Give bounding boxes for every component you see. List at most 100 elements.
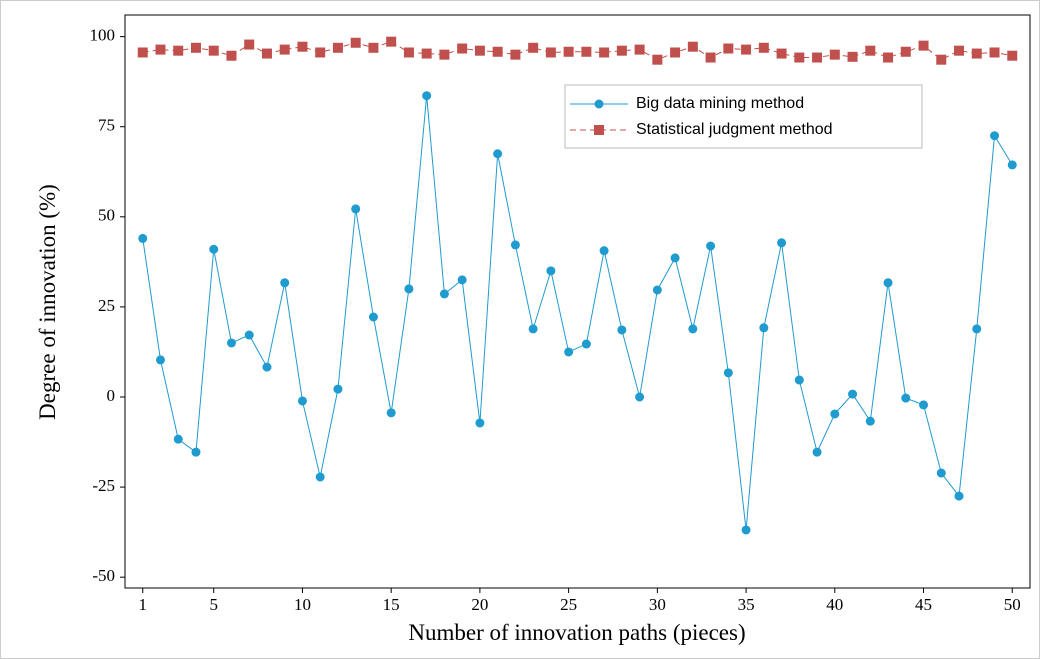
square-marker — [137, 47, 148, 58]
square-marker — [758, 42, 769, 53]
circle-marker — [812, 447, 822, 457]
circle-marker — [972, 324, 982, 334]
square-marker — [155, 44, 166, 55]
circle-marker — [528, 324, 538, 334]
x-tick-label: 35 — [738, 595, 755, 614]
x-tick-label: 10 — [294, 595, 311, 614]
plot-frame — [124, 14, 1031, 589]
circle-marker — [457, 275, 467, 285]
square-marker — [847, 51, 858, 62]
square-marker — [599, 47, 610, 58]
circle-marker — [493, 149, 503, 159]
square-marker — [812, 52, 823, 63]
square-marker — [403, 47, 414, 58]
x-axis-label: Number of innovation paths (pieces) — [408, 620, 745, 645]
legend-items: Big data mining method Statistical judgme… — [570, 95, 833, 138]
circle-marker — [594, 99, 604, 109]
square-marker — [971, 48, 982, 59]
square-marker — [705, 52, 716, 63]
square-marker — [954, 45, 965, 56]
square-marker — [386, 36, 397, 47]
y-axis-label: Degree of innovation (%) — [35, 184, 60, 420]
square-marker — [741, 44, 752, 55]
circle-marker — [723, 368, 733, 378]
square-marker — [794, 52, 805, 63]
square-marker — [581, 46, 592, 57]
circle-marker — [794, 375, 804, 385]
circle-marker — [138, 233, 148, 243]
circle-marker — [670, 253, 680, 263]
series-line — [142, 95, 1013, 531]
circle-marker — [546, 266, 556, 276]
circle-marker — [1007, 160, 1017, 170]
circle-marker — [777, 238, 787, 248]
square-marker — [918, 40, 929, 51]
square-marker — [723, 43, 734, 54]
circle-marker — [333, 384, 343, 394]
square-marker — [687, 41, 698, 52]
circle-marker — [741, 525, 751, 535]
circle-marker — [368, 312, 378, 322]
legend-label: Statistical judgment method — [636, 121, 833, 138]
circle-marker — [830, 409, 840, 419]
square-marker — [936, 54, 947, 65]
y-tick-label: 75 — [98, 116, 115, 135]
square-marker — [545, 47, 556, 58]
square-marker — [474, 45, 485, 56]
y-tick-label: -25 — [92, 476, 115, 495]
circle-marker — [386, 408, 396, 418]
circle-marker — [848, 389, 858, 399]
circle-marker — [262, 362, 272, 372]
x-tick-label: 15 — [383, 595, 400, 614]
x-tick-label: 5 — [209, 595, 218, 614]
circle-marker — [865, 416, 875, 426]
circle-marker — [581, 339, 591, 349]
circle-marker — [191, 447, 201, 457]
x-tick-label: 1 — [138, 595, 147, 614]
square-marker — [173, 45, 184, 56]
circle-marker — [564, 347, 574, 357]
circle-marker — [652, 285, 662, 295]
y-tick-label: 25 — [98, 296, 115, 315]
square-marker — [244, 39, 255, 50]
square-marker — [989, 47, 1000, 58]
square-marker — [634, 44, 645, 55]
square-marker — [528, 42, 539, 53]
square-marker — [190, 42, 201, 53]
square-marker — [1007, 50, 1018, 61]
x-tick-label: 30 — [649, 595, 666, 614]
square-marker — [261, 48, 272, 59]
circle-marker — [244, 330, 254, 340]
circle-marker — [617, 325, 627, 335]
circle-marker — [351, 204, 361, 214]
square-marker — [594, 125, 604, 135]
y-tick-label: 0 — [107, 386, 116, 405]
circle-marker — [475, 418, 485, 428]
marks — [137, 36, 1018, 535]
square-marker — [563, 46, 574, 57]
legend-label: Big data mining method — [636, 95, 804, 112]
y-tick-label: 100 — [90, 26, 116, 45]
square-marker — [350, 37, 361, 48]
circle-marker — [297, 396, 307, 406]
circle-marker — [209, 244, 219, 254]
circle-marker — [422, 91, 432, 101]
circle-marker — [706, 241, 716, 251]
circle-marker — [155, 355, 165, 365]
circle-marker — [280, 278, 290, 288]
circle-marker — [936, 468, 946, 478]
circle-marker — [901, 393, 911, 403]
square-marker — [492, 46, 503, 57]
y-tick-label: -50 — [92, 566, 115, 585]
legend — [564, 84, 923, 149]
square-marker — [776, 48, 787, 59]
circle-marker — [954, 491, 964, 501]
square-marker — [421, 48, 432, 59]
square-marker — [368, 42, 379, 53]
square-marker — [652, 54, 663, 65]
x-tick-label: 40 — [826, 595, 843, 614]
circle-marker — [404, 284, 414, 294]
circle-marker — [688, 324, 698, 334]
square-marker — [865, 45, 876, 56]
